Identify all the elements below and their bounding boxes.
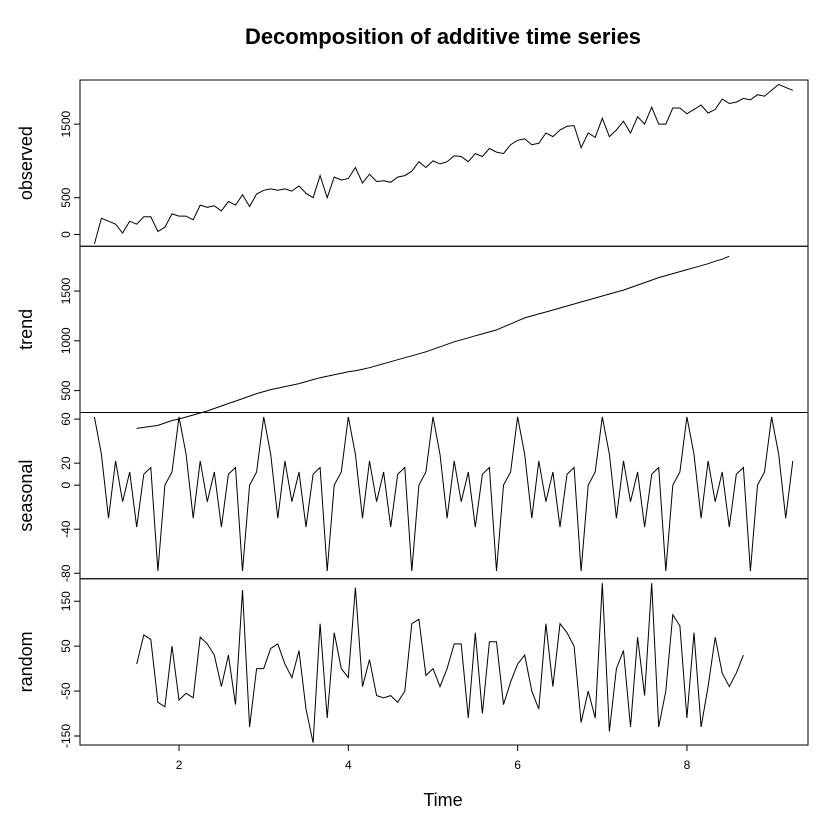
- seasonal-y-tick-label: -40: [59, 520, 73, 538]
- seasonal-y-tick-label: 20: [59, 456, 73, 470]
- x-axis-title: Time: [423, 790, 462, 810]
- trend-y-tick-label: 500: [59, 380, 73, 400]
- seasonal-y-tick-label: 60: [59, 412, 73, 426]
- panel-observed: 0 500 1500 observed: [16, 79, 809, 247]
- x-axis: 2 4 6 8: [176, 745, 691, 772]
- observed-y-axis-label: observed: [16, 126, 36, 200]
- x-tick-label: 4: [345, 758, 352, 772]
- random-y-tick-label: -150: [59, 724, 73, 748]
- trend-y-tick-label: 1500: [59, 277, 73, 304]
- seasonal-y-axis-label: seasonal: [16, 460, 36, 532]
- random-y-tick-label: -50: [59, 682, 73, 700]
- observed-series-line: [93, 83, 793, 245]
- random-panel-frame: [79, 578, 809, 746]
- trend-series-line: [136, 255, 730, 429]
- x-tick-label: 2: [176, 758, 183, 772]
- observed-y-tick-label: 500: [59, 187, 73, 207]
- panels-group: 0 500 1500 observed 500 1000 1500 trend -80 -40 0 2…: [16, 79, 809, 748]
- trend-y-axis-label: trend: [16, 309, 36, 350]
- x-tick-label: 8: [684, 758, 691, 772]
- trend-panel-frame: [79, 245, 809, 413]
- panel-seasonal: -80 -40 0 20 60 seasonal: [16, 412, 809, 582]
- trend-y-tick-label: 1000: [59, 327, 73, 354]
- seasonal-y-tick-label: -80: [59, 564, 73, 582]
- seasonal-series-line: [93, 416, 794, 572]
- random-y-tick-label: 50: [59, 639, 73, 653]
- random-series-line: [136, 583, 744, 743]
- seasonal-y-tick-label: 0: [59, 482, 73, 489]
- observed-y-tick-label: 1500: [59, 110, 73, 137]
- x-tick-label: 6: [514, 758, 521, 772]
- random-y-axis-label: random: [16, 631, 36, 692]
- random-y-tick-label: 150: [59, 591, 73, 611]
- observed-y-tick-label: 0: [59, 231, 73, 238]
- chart-title: Decomposition of additive time series: [245, 24, 641, 49]
- panel-trend: 500 1000 1500 trend: [16, 245, 809, 429]
- panel-random: -150 -50 50 150 random: [16, 578, 809, 748]
